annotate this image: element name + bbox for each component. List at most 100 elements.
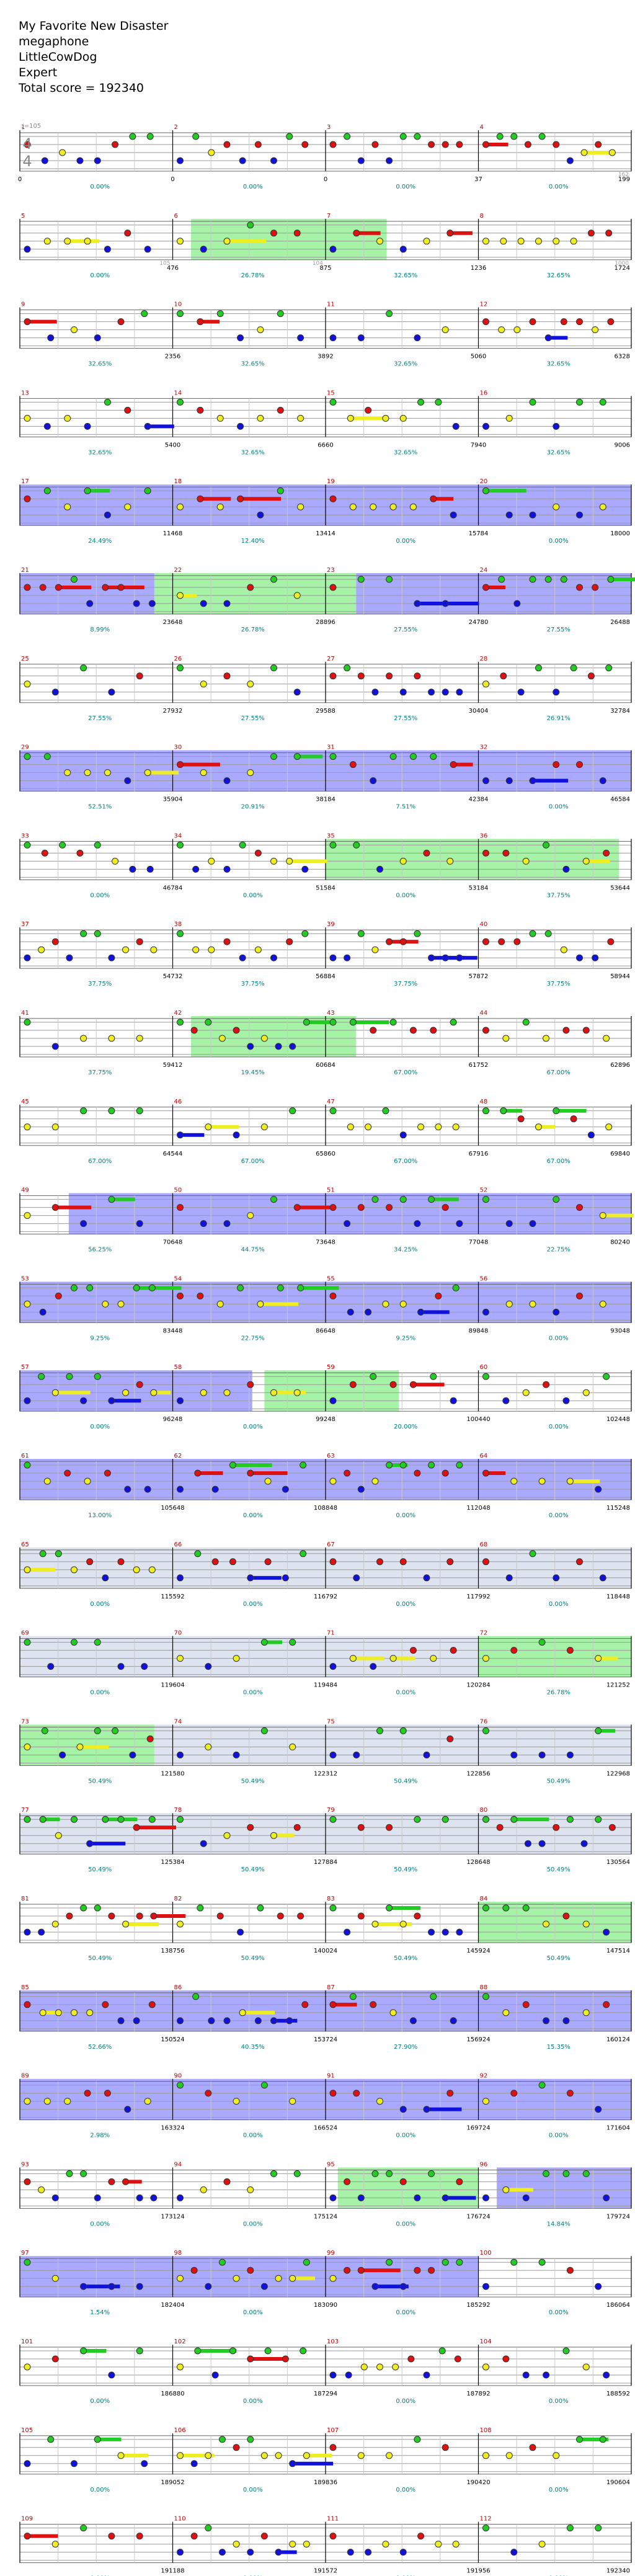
note-gem [80,1904,87,1912]
measure-number: 80 [480,1807,488,1814]
overdrive-percent: 37.75% [88,1069,112,1076]
note-gem [293,753,301,760]
sustain-bar [123,2180,142,2184]
note-gem [560,946,567,953]
note-gem [177,1920,184,1928]
measure-number: 14 [174,390,182,396]
note-gem [51,938,59,945]
note-gem [194,2347,202,2355]
note-gem [94,1727,101,1734]
note-gem [144,2098,151,2105]
measure-score: 127884 [314,1859,337,1866]
note-gem [197,318,204,326]
measure-score: 96248 [163,1416,183,1423]
note-gem [300,1550,307,1558]
measure-score: 46784 [163,885,183,891]
note-gem [543,2371,550,2379]
note-gem [208,2017,215,2025]
sustain-bar [530,778,569,783]
note-gem [344,1220,351,1228]
measure-score: 80240 [610,1239,630,1246]
measure-score: 11468 [163,530,183,537]
note-gem [124,2106,131,2113]
note-gem [357,157,365,164]
note-gem [205,2525,212,2532]
note-gem [117,2452,125,2459]
note-gem [582,1389,590,1396]
note-gem [24,2533,31,2540]
phrase-marker: 105 [159,261,170,267]
overdrive-percent: 9.25% [396,1335,415,1342]
note-gem [301,865,309,873]
phrase-marker: 162 [618,172,629,178]
note-gem [41,849,48,857]
note-gem [399,2178,407,2185]
note-gem [297,503,304,510]
measure-score: 175124 [314,2213,337,2220]
note-gem [349,1993,357,2000]
note-gem [502,2186,510,2193]
note-gem [177,2549,184,2556]
measure-number: 32 [480,744,488,751]
note-gem [353,1574,360,1582]
note-gem [510,2090,518,2097]
note-gem [47,1663,55,1670]
measure-number: 11 [327,301,335,308]
sustain-bar [177,762,220,767]
measure-score: 27932 [163,708,183,715]
measure-number: 85 [21,1984,29,1991]
note-gem [247,2436,254,2443]
note-gem [41,157,48,164]
note-gem [86,600,94,607]
note-gem [360,2363,368,2371]
note-gem [344,2178,351,2185]
note-gem [136,672,143,680]
note-gem [233,1751,240,1758]
note-gem [38,1373,45,1380]
note-gem [529,930,536,937]
note-gem [592,326,599,334]
note-gem [64,414,71,422]
note-gem [595,2283,602,2290]
note-gem [277,487,284,494]
note-gem [442,1928,449,1936]
note-gem [39,1816,47,1823]
note-gem [38,1928,45,1936]
measure-number: 35 [327,832,335,839]
note-gem [414,930,421,937]
note-gem [595,1486,602,1493]
note-gem [254,141,262,148]
note-gem [112,141,119,148]
note-gem [553,2452,560,2459]
note-gem [522,1904,530,1912]
measure-number: 86 [174,1984,182,1991]
note-gem [239,841,246,849]
note-gem [270,753,277,760]
note-gem [399,246,407,253]
note-gem [582,2170,590,2177]
measure-score: 61752 [469,1062,489,1069]
note-gem [293,592,301,599]
measure-score: 37 [474,176,482,183]
note-gem [482,777,489,785]
note-gem [529,511,536,519]
note-gem [376,1558,383,1566]
note-gem [208,946,215,953]
note-gem [529,398,536,406]
note-gem [275,1043,282,1050]
overdrive-percent: 7.51% [396,804,415,811]
note-gem [423,2106,430,2113]
note-gem [254,946,262,953]
note-gem [560,576,567,583]
note-gem [414,672,421,680]
note-gem [522,2371,530,2379]
note-gem [282,2355,289,2363]
measure-score: 115248 [606,1505,630,1512]
note-gem [275,2275,282,2282]
note-gem [365,406,372,414]
measure-score: 0 [171,176,174,183]
note-gem [233,2444,240,2451]
note-gem [136,938,143,945]
note-gem [329,1816,337,1823]
sustain-bar [64,239,100,243]
